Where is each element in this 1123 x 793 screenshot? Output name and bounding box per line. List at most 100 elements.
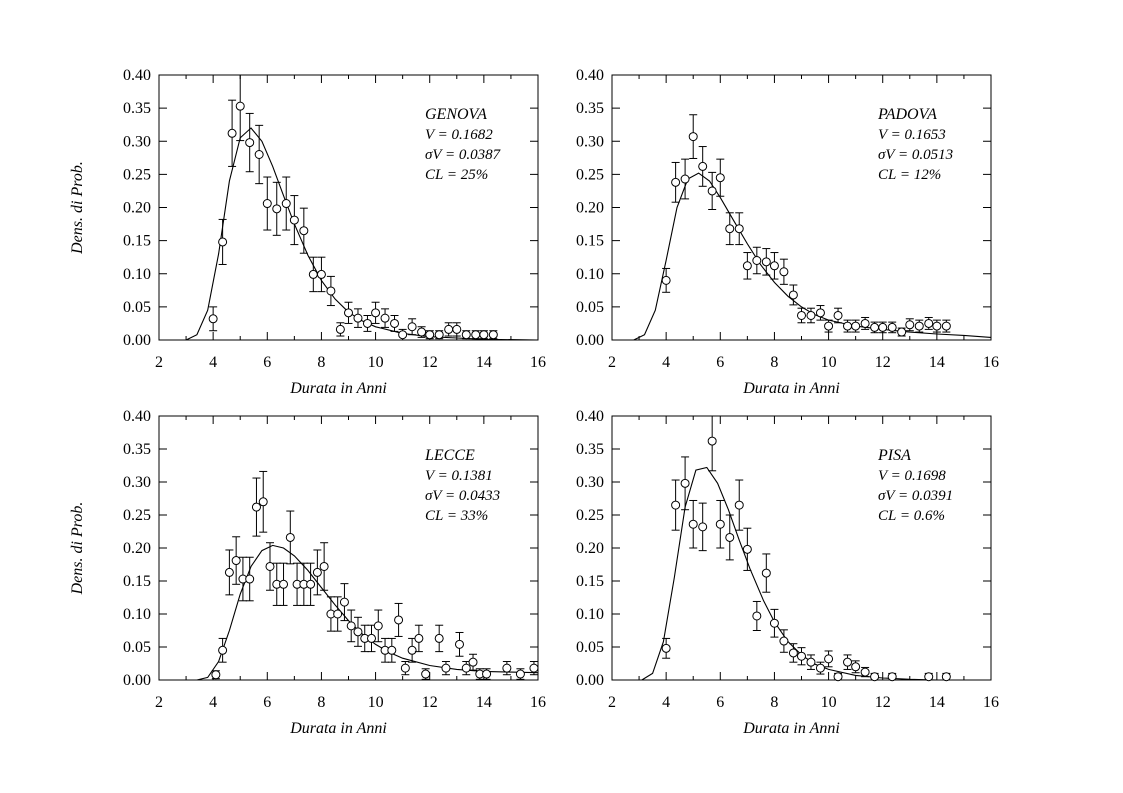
data-point [742, 261, 752, 271]
data-point [734, 500, 744, 510]
data-point [316, 269, 326, 279]
data-point [452, 324, 462, 334]
fit-annotation: CL = 0.6% [878, 508, 945, 524]
data-point [251, 502, 261, 512]
data-point [312, 567, 322, 577]
data-point [833, 672, 843, 682]
data-point [924, 318, 934, 328]
data-point [878, 322, 888, 332]
x-tick-label: 4 [662, 694, 670, 711]
data-point [279, 579, 289, 589]
fit-annotation: V = 0.1381 [425, 468, 493, 484]
data-point [905, 320, 915, 330]
data-point [362, 318, 372, 328]
x-tick-label: 10 [368, 354, 384, 371]
y-tick-label: 0.30 [123, 133, 151, 150]
data-point [319, 561, 329, 571]
data-point [394, 615, 404, 625]
x-axis-title: Durata in Anni [289, 720, 387, 737]
data-point [371, 308, 381, 318]
x-tick-label: 8 [317, 354, 325, 371]
data-point [671, 500, 681, 510]
data-point [245, 138, 255, 148]
data-point [479, 330, 489, 340]
x-tick-label: 2 [155, 354, 163, 371]
data-point [262, 199, 272, 209]
y-tick-label: 0.40 [576, 408, 604, 425]
x-tick-label: 14 [929, 694, 945, 711]
data-point [434, 330, 444, 340]
fit-annotation: CL = 12% [878, 167, 941, 183]
data-point [887, 322, 897, 332]
data-point [398, 330, 408, 340]
y-tick-label: 0.05 [123, 299, 151, 316]
fit-curve [196, 544, 539, 681]
data-point [353, 627, 363, 637]
y-axis-title: Dens. di Prob. [69, 502, 86, 596]
y-tick-label: 0.05 [123, 639, 151, 656]
data-point [797, 651, 806, 661]
data-point [788, 648, 798, 658]
data-point [387, 645, 397, 655]
x-tick-label: 6 [263, 694, 271, 711]
fit-annotation: CL = 33% [425, 508, 488, 524]
y-tick-label: 0.35 [576, 441, 604, 458]
data-point [471, 330, 481, 340]
data-point [788, 290, 798, 300]
data-point [661, 275, 671, 285]
data-point [254, 150, 264, 159]
data-point [734, 224, 744, 234]
y-tick-label: 0.10 [576, 266, 604, 283]
data-point [688, 132, 698, 142]
x-tick-label: 6 [716, 694, 724, 711]
x-tick-label: 16 [530, 354, 546, 371]
data-point [725, 532, 735, 542]
city-label: PISA [877, 447, 911, 464]
city-label: GENOVA [425, 106, 487, 123]
y-tick-label: 0.35 [123, 441, 151, 458]
data-point [380, 313, 390, 323]
data-point [421, 669, 431, 679]
data-point [797, 310, 806, 320]
data-point [897, 327, 907, 337]
data-point [461, 663, 471, 673]
data-point [932, 321, 942, 331]
data-point [231, 556, 241, 566]
x-tick-label: 14 [476, 694, 492, 711]
data-point [779, 636, 789, 646]
y-tick-label: 0.30 [123, 474, 151, 491]
data-point [218, 237, 228, 247]
y-tick-label: 0.25 [576, 507, 604, 524]
y-axis-title: Dens. di Prob. [69, 161, 86, 255]
data-point [306, 579, 316, 589]
data-point [414, 633, 424, 643]
data-point [725, 224, 735, 234]
data-point [441, 663, 451, 673]
data-point [769, 618, 779, 628]
x-axis-title: Durata in Anni [742, 720, 840, 737]
y-tick-label: 0.05 [576, 639, 604, 656]
data-point [434, 633, 444, 643]
x-tick-label: 16 [983, 694, 999, 711]
data-point [335, 324, 345, 334]
y-tick-label: 0.20 [123, 200, 151, 217]
x-tick-label: 2 [608, 354, 616, 371]
data-point [824, 654, 834, 664]
data-point [833, 310, 843, 320]
data-point [245, 574, 255, 584]
data-point [779, 267, 789, 277]
data-point [698, 161, 708, 171]
panel-genova: 2 4 6 8 10 12 14 16 0.00 0.05 0.10 0.15 0.20 0.25 0.30… [69, 67, 546, 397]
data-point [661, 643, 671, 653]
data-point [400, 663, 410, 673]
y-tick-label: 0.40 [576, 67, 604, 84]
data-point [870, 672, 880, 682]
city-label: PADOVA [877, 106, 937, 123]
data-point [715, 519, 725, 529]
data-point [208, 314, 218, 324]
fit-annotation: σV = 0.0433 [425, 488, 500, 504]
fit-curve [185, 127, 539, 341]
data-point [941, 321, 951, 331]
x-tick-label: 12 [875, 694, 891, 711]
panel-pisa: 2 4 6 8 10 12 14 16 0.00 0.05 0.10 0.15 0.20 0.25 0.30… [576, 408, 999, 737]
